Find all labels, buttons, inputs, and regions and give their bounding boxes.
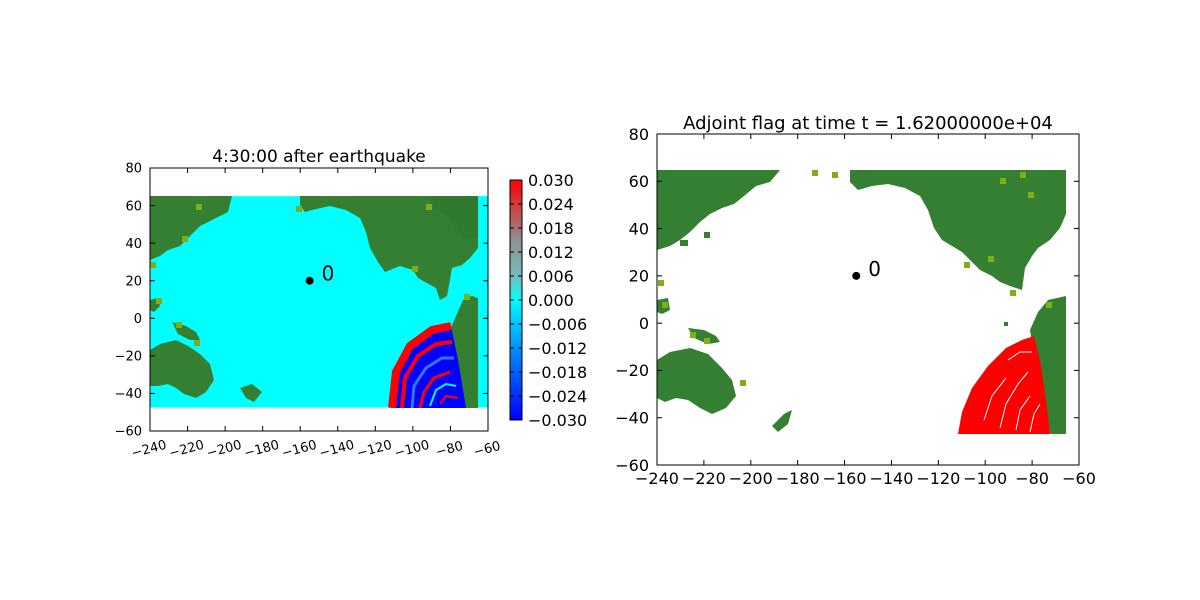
left-nodata-bottom (150, 408, 488, 431)
y-tick-label: −40 (615, 408, 649, 427)
x-tick-label: −100 (393, 438, 431, 462)
left-land-south-america (450, 296, 478, 408)
colorbar-tick-label: 0.018 (528, 219, 574, 238)
left-land-australia (150, 340, 214, 398)
y-tick-label: 0 (639, 314, 649, 333)
left-land (150, 196, 478, 408)
x-tick-label: −220 (682, 469, 726, 488)
y-tick-label: −60 (115, 425, 142, 440)
colorbar-ticks: 0.030 0.024 0.018 0.012 0.006 0.000 −0.006 −0.0… (510, 171, 587, 430)
left-title: 4:30:00 after earthquake (212, 147, 426, 167)
x-tick-label: −120 (355, 438, 393, 462)
right-axes-frame (656, 133, 1080, 466)
colorbar-tick-label: 0.024 (528, 195, 574, 214)
y-tick-label: −20 (615, 361, 649, 380)
colorbar-tick-label: −0.012 (528, 339, 587, 358)
colorbar-tick-label: 0.030 (528, 171, 574, 190)
colorbar-tick-label: −0.030 (528, 411, 587, 430)
left-gauge-marker (305, 276, 314, 285)
y-tick-label: −20 (115, 350, 142, 365)
right-land-south-america (1030, 296, 1066, 434)
x-tick-label: −140 (318, 438, 356, 462)
y-tick-label: 40 (125, 237, 142, 252)
colorbar-tick-label: −0.018 (528, 363, 587, 382)
x-tick-label: −60 (472, 439, 502, 461)
right-y-ticks: −60 −40 −20 0 20 40 60 80 (615, 125, 1079, 475)
x-tick-label: −120 (916, 469, 960, 488)
y-tick-label: 0 (134, 312, 142, 327)
x-tick-label: −140 (869, 469, 913, 488)
left-nodata-top (150, 168, 488, 196)
colorbar: 0.030 0.024 0.018 0.012 0.006 0.000 −0.006 −0.0… (509, 171, 587, 430)
x-tick-label: −60 (1062, 469, 1096, 488)
x-tick-label: −180 (776, 469, 820, 488)
y-tick-label: 60 (125, 199, 142, 214)
right-coast (658, 170, 1052, 386)
left-land-asia (150, 196, 232, 260)
right-title: Adjoint flag at time t = 1.62000000e+04 (683, 113, 1053, 134)
x-tick-label: −100 (963, 469, 1007, 488)
right-land-asia (657, 170, 780, 250)
y-tick-label: 80 (629, 125, 649, 144)
x-tick-label: −240 (130, 438, 168, 462)
right-plot-area (657, 170, 1066, 434)
x-tick-label: −180 (243, 438, 281, 462)
left-coast (150, 204, 470, 346)
x-tick-label: −80 (434, 439, 464, 461)
x-tick-label: −200 (729, 469, 773, 488)
x-tick-label: −240 (635, 469, 679, 488)
x-tick-label: −200 (205, 438, 243, 462)
colorbar-tick-label: 0.012 (528, 243, 574, 262)
right-land-new-zealand (772, 410, 792, 432)
left-y-ticks: −60 −40 −20 0 20 40 60 80 (115, 162, 488, 440)
colorbar-tick-label: −0.006 (528, 315, 587, 334)
right-flag-region (958, 336, 1050, 434)
right-gauge-marker (852, 271, 861, 280)
left-land-greenland (430, 196, 478, 240)
left-wave-field (388, 322, 466, 409)
right-gauge-label: 0 (868, 257, 881, 281)
left-axes-frame (149, 167, 489, 432)
right-x-ticks: −240 −220 −200 −180 −160 −140 −120 −100 −80 −60 (635, 134, 1096, 488)
left-land-north-america (300, 196, 478, 300)
right-land-north-america (850, 170, 1066, 290)
y-tick-label: 20 (629, 267, 649, 286)
y-tick-label: 60 (629, 172, 649, 191)
right-panel: Adjoint flag at time t = 1.62000000e+04 (615, 113, 1096, 488)
y-tick-label: 20 (125, 274, 142, 289)
colorbar-tick-label: 0.006 (528, 267, 574, 286)
colorbar-tick-label: 0.000 (528, 291, 574, 310)
x-tick-label: −80 (1015, 469, 1049, 488)
left-land-new-zealand (240, 384, 262, 402)
left-gauge-label: 0 (322, 262, 335, 286)
left-panel: 4:30:00 after earthquake (115, 147, 588, 461)
y-tick-label: 40 (629, 219, 649, 238)
x-tick-label: −160 (823, 469, 867, 488)
y-tick-label: −40 (115, 387, 142, 402)
left-plot-area (150, 168, 488, 431)
y-tick-label: −60 (615, 456, 649, 475)
y-tick-label: 80 (125, 162, 142, 177)
colorbar-tick-label: −0.024 (528, 387, 587, 406)
right-land-australia (657, 348, 736, 414)
x-tick-label: −160 (280, 438, 318, 462)
x-tick-label: −220 (167, 438, 205, 462)
